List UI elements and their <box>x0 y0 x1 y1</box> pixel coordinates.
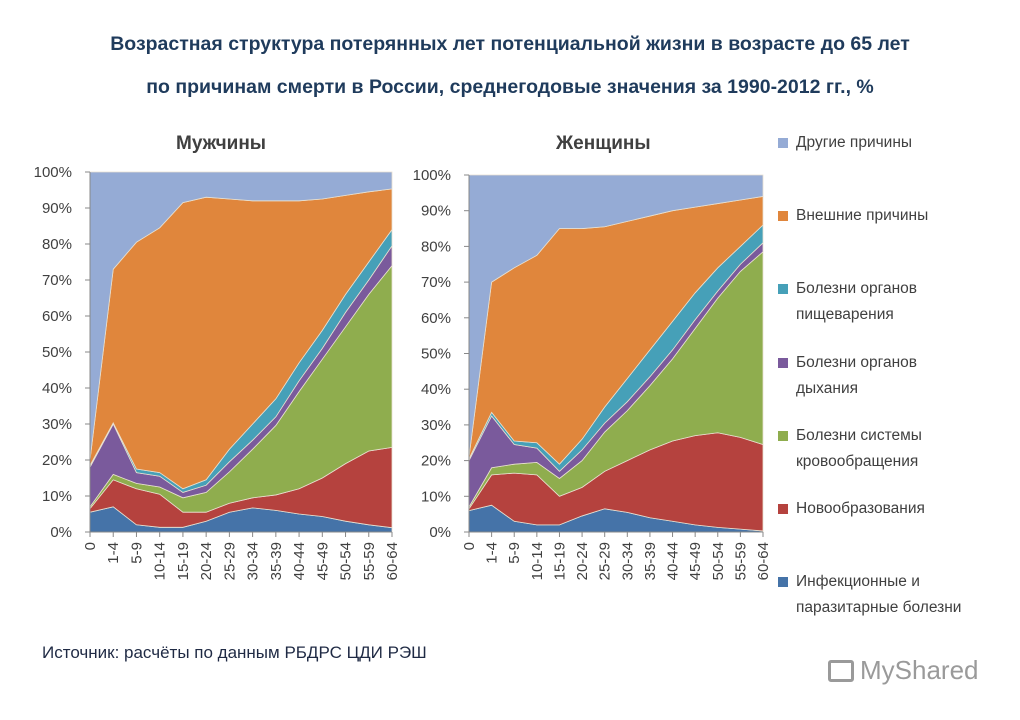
x-tick-label: 20-24 <box>198 542 215 580</box>
x-tick-label: 35-39 <box>642 542 659 580</box>
x-tick-label: 15-19 <box>175 542 192 580</box>
legend-swatch <box>778 431 788 441</box>
legend-item-circulatory: Болезни системы кровообращения <box>778 423 958 475</box>
x-tick-label: 40-44 <box>291 542 308 580</box>
y-tick-label: 20% <box>42 452 72 469</box>
y-tick-label: 60% <box>421 310 451 327</box>
legend-swatch <box>778 577 788 587</box>
x-tick-label: 30-34 <box>619 542 636 580</box>
y-tick-label: 10% <box>421 488 451 505</box>
watermark-text: MyShared <box>860 655 979 685</box>
title-line-1: Возрастная структура потерянных лет поте… <box>110 33 910 55</box>
y-tick-label: 50% <box>42 344 72 361</box>
y-tick-label: 100% <box>413 167 451 184</box>
legend-label: Другие причины <box>796 134 913 151</box>
legend-label: Болезни системы кровообращения <box>796 427 922 470</box>
x-tick-label: 25-29 <box>221 542 238 580</box>
legend-swatch <box>778 284 788 294</box>
x-tick-label: 55-59 <box>361 542 378 580</box>
watermark: MyShared <box>828 655 979 686</box>
x-tick-label: 60-64 <box>755 542 772 580</box>
title-line-2: по причинам смерти в России, среднегодов… <box>146 76 874 98</box>
legend-item-neoplasms: Новообразования <box>778 496 925 522</box>
legend-swatch <box>778 358 788 368</box>
y-tick-label: 0% <box>429 524 451 541</box>
legend-item-respiratory: Болезни органов дыхания <box>778 350 953 402</box>
y-tick-label: 100% <box>34 164 72 181</box>
x-tick-label: 20-24 <box>574 542 591 580</box>
x-tick-label: 1-4 <box>105 542 122 564</box>
y-tick-label: 40% <box>421 381 451 398</box>
legend-item-digestive: Болезни органов пищеварения <box>778 276 953 328</box>
legend-label: Инфекционные и паразитарные болезни <box>796 573 962 616</box>
y-tick-label: 90% <box>42 200 72 217</box>
y-tick-label: 10% <box>42 488 72 505</box>
x-tick-label: 0 <box>461 542 478 550</box>
x-tick-label: 50-54 <box>338 542 355 580</box>
x-tick-label: 45-49 <box>314 542 331 580</box>
x-tick-label: 25-29 <box>597 542 614 580</box>
y-tick-label: 70% <box>421 274 451 291</box>
x-tick-label: 5-9 <box>506 542 523 564</box>
y-tick-label: 70% <box>42 272 72 289</box>
y-tick-label: 80% <box>421 238 451 255</box>
legend-label: Болезни органов пищеварения <box>796 280 917 323</box>
legend-item-infectious: Инфекционные и паразитарные болезни <box>778 569 1013 621</box>
legend-label: Внешние причины <box>796 207 929 224</box>
x-tick-label: 10-14 <box>529 542 546 580</box>
x-tick-label: 30-34 <box>245 542 262 580</box>
y-tick-label: 90% <box>421 203 451 220</box>
legend-label: Новообразования <box>796 500 925 517</box>
chart-title-men: Мужчины <box>176 133 267 154</box>
x-tick-label: 45-49 <box>687 542 704 580</box>
y-tick-label: 80% <box>42 236 72 253</box>
area-6 <box>89 171 393 461</box>
legend-swatch <box>778 504 788 514</box>
legend-label: Болезни органов дыхания <box>796 354 917 397</box>
y-tick-label: 50% <box>421 346 451 363</box>
x-tick-label: 35-39 <box>268 542 285 580</box>
legend-swatch <box>778 211 788 221</box>
x-tick-label: 60-64 <box>384 542 401 580</box>
area-6 <box>468 174 764 458</box>
x-tick-label: 10-14 <box>152 542 169 580</box>
x-tick-label: 15-19 <box>551 542 568 580</box>
y-tick-label: 0% <box>50 524 72 541</box>
y-tick-label: 30% <box>42 416 72 433</box>
x-tick-label: 1-4 <box>484 542 501 564</box>
y-tick-label: 30% <box>421 417 451 434</box>
source-note: Источник: расчёты по данным РБДРС ЦДИ РЭ… <box>42 643 427 662</box>
y-tick-label: 60% <box>42 308 72 325</box>
x-tick-label: 50-54 <box>710 542 727 580</box>
x-tick-label: 5-9 <box>128 542 145 564</box>
x-tick-label: 40-44 <box>665 542 682 580</box>
x-tick-label: 55-59 <box>732 542 749 580</box>
legend-swatch <box>778 138 788 148</box>
y-tick-label: 20% <box>421 453 451 470</box>
x-tick-label: 0 <box>82 542 99 550</box>
presentation-icon <box>828 659 854 682</box>
chart-title-women: Женщины <box>556 133 651 154</box>
legend-item-other: Другие причины <box>778 130 912 156</box>
legend-item-external: Внешние причины <box>778 203 928 229</box>
y-tick-label: 40% <box>42 380 72 397</box>
